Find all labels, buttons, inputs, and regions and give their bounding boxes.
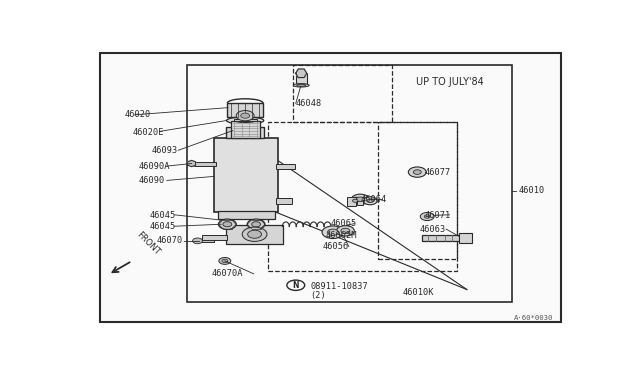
Bar xyxy=(191,162,216,166)
Circle shape xyxy=(341,228,350,233)
Bar xyxy=(269,122,457,271)
Circle shape xyxy=(248,230,262,238)
Text: 46056: 46056 xyxy=(323,242,349,251)
Text: (2): (2) xyxy=(310,291,326,300)
Bar xyxy=(347,197,356,206)
Circle shape xyxy=(408,167,426,177)
Text: 46090: 46090 xyxy=(138,176,164,185)
Circle shape xyxy=(420,212,434,221)
Bar xyxy=(356,197,363,205)
Text: 46070: 46070 xyxy=(157,236,183,246)
Bar xyxy=(227,225,284,244)
Bar xyxy=(460,232,472,243)
Text: A·60*0030: A·60*0030 xyxy=(515,315,554,321)
Text: 46090A: 46090A xyxy=(138,162,170,171)
Circle shape xyxy=(349,197,361,204)
Circle shape xyxy=(364,197,377,205)
Ellipse shape xyxy=(227,117,264,124)
Circle shape xyxy=(413,170,421,174)
Bar xyxy=(234,119,257,121)
Bar xyxy=(276,164,295,169)
Bar xyxy=(422,235,465,241)
Bar xyxy=(231,121,260,138)
Text: FRONT: FRONT xyxy=(134,230,161,257)
Text: N: N xyxy=(292,281,299,290)
Circle shape xyxy=(356,197,364,202)
Circle shape xyxy=(218,219,236,230)
Bar xyxy=(187,65,511,302)
Text: 46063: 46063 xyxy=(420,225,446,234)
Text: 46062M: 46062M xyxy=(326,231,357,240)
Ellipse shape xyxy=(235,119,255,122)
Ellipse shape xyxy=(293,84,309,87)
Text: 46045: 46045 xyxy=(150,222,176,231)
Circle shape xyxy=(241,113,250,118)
Bar xyxy=(202,235,227,240)
Circle shape xyxy=(247,219,265,230)
Text: 46020: 46020 xyxy=(125,110,151,119)
Text: 46048: 46048 xyxy=(296,99,322,108)
Bar xyxy=(378,122,457,260)
Bar xyxy=(214,138,278,212)
Bar xyxy=(227,103,263,117)
Bar xyxy=(296,73,307,85)
Circle shape xyxy=(322,226,344,238)
Bar xyxy=(199,240,214,242)
Polygon shape xyxy=(188,160,196,167)
Bar xyxy=(276,198,292,203)
Circle shape xyxy=(242,227,267,241)
Ellipse shape xyxy=(297,84,306,86)
Text: 46010: 46010 xyxy=(519,186,545,195)
Circle shape xyxy=(367,199,373,203)
Text: 46077: 46077 xyxy=(425,168,451,177)
Text: 46065: 46065 xyxy=(330,219,356,228)
Circle shape xyxy=(287,280,305,291)
Bar xyxy=(227,127,264,138)
Circle shape xyxy=(351,194,369,205)
Circle shape xyxy=(219,257,231,264)
Circle shape xyxy=(223,222,232,227)
Text: 46010K: 46010K xyxy=(403,288,434,297)
Text: 46064: 46064 xyxy=(360,195,387,204)
Text: 46093: 46093 xyxy=(152,146,178,155)
Circle shape xyxy=(328,229,339,235)
Circle shape xyxy=(222,259,228,263)
Polygon shape xyxy=(296,69,307,78)
Text: 46045: 46045 xyxy=(150,211,176,219)
Circle shape xyxy=(252,222,260,227)
Circle shape xyxy=(353,199,358,202)
Circle shape xyxy=(337,226,355,236)
Text: UP TO JULY'84: UP TO JULY'84 xyxy=(415,77,483,87)
Circle shape xyxy=(424,215,430,218)
Bar xyxy=(293,65,392,122)
Bar xyxy=(218,211,275,218)
Text: 46020E: 46020E xyxy=(132,128,164,137)
Circle shape xyxy=(193,238,202,244)
Circle shape xyxy=(236,110,254,121)
Text: 08911-10837: 08911-10837 xyxy=(310,282,369,291)
Text: 46071: 46071 xyxy=(425,211,451,219)
Text: 46070A: 46070A xyxy=(211,269,243,278)
